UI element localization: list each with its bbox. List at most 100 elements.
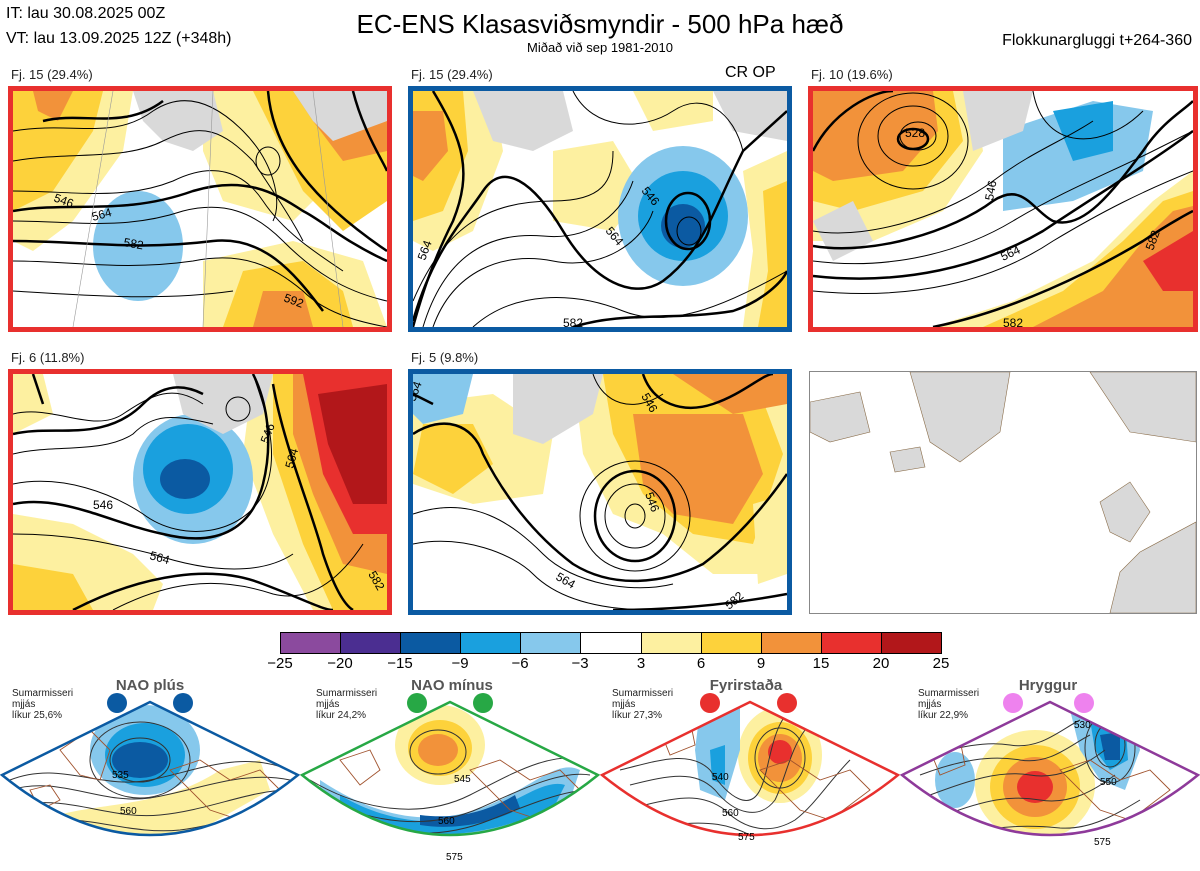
regime-3-fan-map: 540 560 575: [600, 700, 900, 843]
regime-4-marker-icon: [1074, 693, 1094, 713]
colorbar-swatch: [401, 633, 462, 653]
regime-probability: líkur 25,6%: [12, 710, 63, 721]
init-time: IT: lau 30.08.2025 00Z: [6, 5, 166, 22]
contour-label: 546: [93, 498, 113, 512]
colorbar-swatch: [701, 633, 762, 653]
colorbar-tick-label: 3: [636, 655, 646, 672]
regime-probability: líkur 27,3%: [612, 710, 663, 721]
contour-label: 564: [413, 379, 425, 403]
regime-1-marker-icon: [107, 693, 127, 713]
regime-3-title: Fyrirstaða: [709, 677, 783, 694]
colorbar-labels: −25 −20 −15 −9 −6 −3 3 6 9 15 20 25: [0, 655, 1200, 675]
regime-contour-label: 575: [1094, 837, 1111, 848]
contour-label: 582: [1143, 228, 1163, 252]
regime-contour-label: 535: [112, 770, 129, 781]
regime-contour-label: 560: [438, 816, 455, 827]
regime-season: Sumarmisseri: [918, 688, 980, 699]
contour-label: 546: [258, 421, 278, 445]
contour-label: 582: [122, 235, 144, 252]
colorbar-swatch: [581, 633, 642, 653]
colorbar-tick-label: 6: [696, 655, 706, 672]
colorbar: [280, 632, 942, 654]
regime-season: Sumarmisseri: [12, 688, 74, 699]
colorbar-tick-label: 20: [872, 655, 890, 672]
regime-probability: líkur 22,9%: [918, 710, 969, 721]
contour-label: 546: [52, 191, 76, 211]
colorbar-tick-label: −3: [571, 655, 589, 672]
regime-contour-label: 560: [120, 806, 137, 817]
panel-4-label: Fj. 6 (11.8%): [11, 350, 85, 365]
regime-3-marker-icon: [700, 693, 720, 713]
map-panel-3: 528 546 564 582 582: [808, 86, 1198, 332]
panel-5-label: Fj. 5 (9.8%): [411, 350, 479, 365]
page-subtitle: Miðað við sep 1981-2010: [527, 40, 673, 55]
regime-contour-label: 550: [1100, 777, 1117, 788]
colorbar-tick-label: −6: [511, 655, 529, 672]
contour-label: 582: [563, 316, 583, 327]
colorbar-tick-label: 25: [932, 655, 950, 672]
colorbar-swatch: [641, 633, 702, 653]
regime-4-fan-map: 530 550 575: [900, 700, 1200, 848]
panel-2-label: Fj. 15 (29.4%): [411, 67, 493, 82]
map-panel-5: 564 546 546 564 582: [408, 369, 792, 615]
regime-contour-label: 530: [1074, 720, 1091, 731]
colorbar-swatch: [461, 633, 522, 653]
colorbar-swatch: [521, 633, 582, 653]
regime-2-fan-map: 545 560 575: [300, 700, 600, 863]
regime-contour-label: 560: [722, 808, 739, 819]
map-panel-6-empty: [809, 371, 1197, 614]
contour-label: 546: [982, 179, 999, 201]
regime-contour-label: 575: [738, 832, 755, 843]
colorbar-swatch: [281, 633, 342, 653]
contour-label: 564: [148, 548, 171, 567]
regime-probability: líkur 24,2%: [316, 710, 367, 721]
regime-2-info: Sumarmisseri mjjás líkur 24,2%: [316, 688, 377, 721]
colorbar-tick-label: −20: [327, 655, 353, 672]
regime-1-fan-map: 535 560: [0, 700, 300, 837]
panel-3-label: Fj. 10 (19.6%): [811, 67, 893, 82]
regime-smoothing: mjjás: [12, 699, 36, 710]
contour-label: 528: [905, 126, 925, 140]
regime-4-info: Sumarmisseri mjjás líkur 22,9%: [918, 688, 979, 721]
contour-label: 546: [642, 490, 662, 514]
regime-contour-label: 540: [712, 772, 729, 783]
colorbar-swatch: [761, 633, 822, 653]
regime-1-info: Sumarmisseri mjjás líkur 25,6%: [12, 688, 73, 721]
regime-4-marker-icon: [1003, 693, 1023, 713]
regime-season: Sumarmisseri: [612, 688, 674, 699]
colorbar-tick-label: −25: [267, 655, 293, 672]
regime-2-marker-icon: [407, 693, 427, 713]
map-panel-1: 546 564 582 592: [8, 86, 392, 332]
regime-1-marker-icon: [173, 693, 193, 713]
contour-label: 592: [282, 291, 306, 311]
colorbar-swatch: [881, 633, 942, 653]
contour-label: 582: [1003, 316, 1023, 327]
map-panel-4: 546 564 546 564 582: [8, 369, 392, 615]
regime-1-title: NAO plús: [115, 677, 185, 694]
colorbar-tick-label: 9: [756, 655, 766, 672]
regime-season: Sumarmisseri: [316, 688, 378, 699]
regime-smoothing: mjjás: [612, 699, 636, 710]
regime-contour-label: 575: [446, 852, 463, 863]
panel-2-tag: CR OP: [725, 64, 776, 81]
regime-3-info: Sumarmisseri mjjás líkur 27,3%: [612, 688, 673, 721]
contour-label: 564: [90, 205, 113, 224]
classification-window: Flokkunargluggi t+264-360: [1002, 32, 1192, 49]
regime-3-marker-icon: [777, 693, 797, 713]
colorbar-swatch: [341, 633, 402, 653]
regime-2-title: NAO mínus: [411, 677, 493, 694]
contour-label: 564: [415, 238, 435, 262]
regime-4-title: Hryggur: [1018, 677, 1078, 694]
colorbar-tick-label: −9: [451, 655, 469, 672]
colorbar-tick-label: 15: [812, 655, 830, 672]
contour-label: 564: [282, 446, 301, 469]
regime-smoothing: mjjás: [316, 699, 340, 710]
regime-contour-label: 545: [454, 774, 471, 785]
panel-1-label: Fj. 15 (29.4%): [11, 67, 93, 82]
valid-time: VT: lau 13.09.2025 12Z (+348h): [6, 30, 232, 47]
map-panel-2: 564 546 564 582: [408, 86, 792, 332]
colorbar-swatch: [821, 633, 882, 653]
page-title: EC-ENS Klasasviðsmyndir - 500 hPa hæð: [356, 9, 844, 39]
regime-2-marker-icon: [473, 693, 493, 713]
regime-smoothing: mjjás: [918, 699, 942, 710]
